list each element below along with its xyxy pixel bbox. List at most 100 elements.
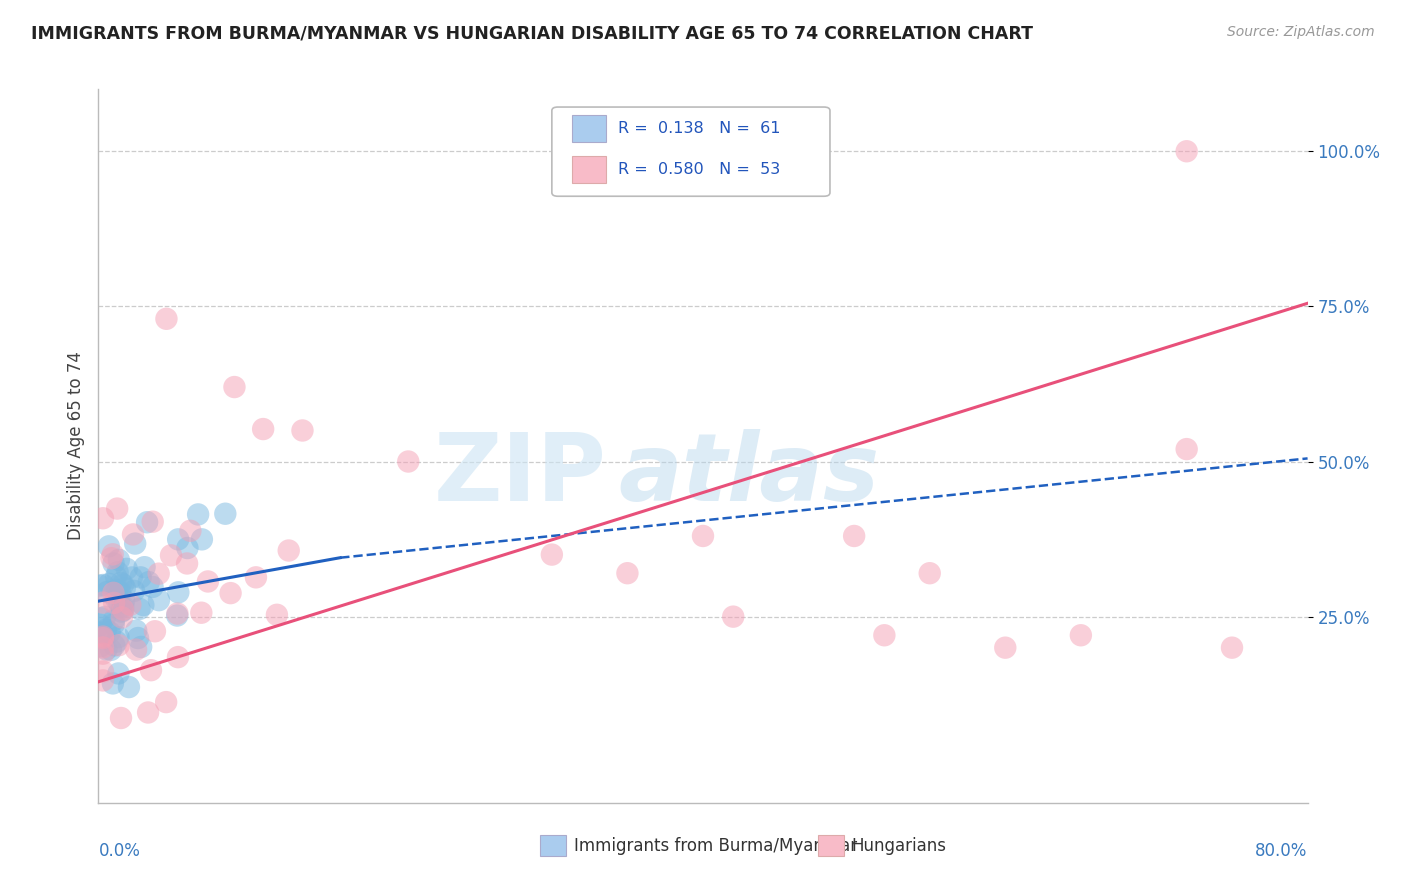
Point <box>105 501 128 516</box>
Point <box>142 515 165 529</box>
Point <box>91 578 114 592</box>
Point <box>994 640 1017 655</box>
Text: IMMIGRANTS FROM BURMA/MYANMAR VS HUNGARIAN DISABILITY AGE 65 TO 74 CORRELATION C: IMMIGRANTS FROM BURMA/MYANMAR VS HUNGARI… <box>31 25 1033 43</box>
FancyBboxPatch shape <box>818 835 845 856</box>
FancyBboxPatch shape <box>572 115 606 142</box>
Point <box>90 625 112 640</box>
Point <box>197 574 219 589</box>
Point <box>219 586 242 600</box>
Point <box>143 624 166 639</box>
Point <box>176 557 198 571</box>
Point <box>291 424 314 438</box>
Text: R =  0.138   N =  61: R = 0.138 N = 61 <box>619 120 780 136</box>
Point <box>112 593 135 607</box>
Point <box>127 631 149 645</box>
Point <box>540 548 562 562</box>
Point <box>132 598 155 612</box>
Point <box>1175 145 1198 159</box>
Point <box>136 515 159 529</box>
Point <box>129 640 152 654</box>
Point <box>97 539 120 553</box>
Point <box>98 625 121 640</box>
Point <box>103 557 125 571</box>
Point <box>155 695 177 709</box>
Point <box>1070 628 1092 642</box>
Point <box>112 599 135 614</box>
FancyBboxPatch shape <box>540 835 567 856</box>
Point <box>129 570 152 584</box>
Point <box>105 634 128 648</box>
Point <box>245 570 267 584</box>
Point <box>120 598 142 612</box>
Point <box>108 553 131 567</box>
Point <box>1175 442 1198 456</box>
Point <box>190 606 212 620</box>
Point <box>138 575 160 590</box>
Point <box>100 551 122 566</box>
Point <box>100 643 122 657</box>
Point <box>91 511 114 525</box>
Point <box>103 638 125 652</box>
Point <box>110 711 132 725</box>
Point <box>142 580 165 594</box>
Point <box>89 579 111 593</box>
Point <box>108 585 131 599</box>
Point <box>148 593 170 607</box>
Point <box>105 569 128 583</box>
Point <box>91 631 114 645</box>
Point <box>108 596 131 610</box>
Point <box>125 624 148 638</box>
Point <box>107 638 129 652</box>
Point <box>277 543 299 558</box>
Point <box>136 706 159 720</box>
Point <box>155 311 177 326</box>
Point <box>94 623 117 637</box>
FancyBboxPatch shape <box>572 156 606 183</box>
Point <box>111 610 134 624</box>
Point <box>91 630 114 644</box>
Point <box>167 533 190 547</box>
Point <box>90 639 112 653</box>
Point <box>91 596 114 610</box>
Point <box>103 596 125 610</box>
Point <box>91 665 114 679</box>
Point <box>128 602 150 616</box>
Point <box>873 628 896 642</box>
Text: atlas: atlas <box>619 428 880 521</box>
Point <box>252 422 274 436</box>
FancyBboxPatch shape <box>551 107 830 196</box>
Point <box>107 630 129 644</box>
Point <box>176 541 198 555</box>
Point <box>844 529 866 543</box>
Point <box>101 676 124 690</box>
Point <box>139 663 162 677</box>
Point <box>191 533 214 547</box>
Text: Source: ZipAtlas.com: Source: ZipAtlas.com <box>1227 25 1375 39</box>
Point <box>98 577 121 591</box>
Point <box>101 547 124 561</box>
Point <box>266 607 288 622</box>
Point <box>110 599 132 614</box>
Point <box>396 454 419 468</box>
Point <box>103 586 125 600</box>
Point <box>110 605 132 619</box>
Point <box>118 680 141 694</box>
Point <box>122 527 145 541</box>
Point <box>692 529 714 543</box>
Point <box>122 583 145 598</box>
Point <box>187 508 209 522</box>
Point <box>115 562 138 576</box>
Text: R =  0.580   N =  53: R = 0.580 N = 53 <box>619 161 780 177</box>
Point <box>105 592 128 607</box>
Text: ZIP: ZIP <box>433 428 606 521</box>
Point <box>94 610 117 624</box>
Point <box>91 647 114 661</box>
Point <box>179 524 201 538</box>
Point <box>107 566 129 580</box>
Point <box>134 560 156 574</box>
Point <box>167 585 190 599</box>
Text: Immigrants from Burma/Myanmar: Immigrants from Burma/Myanmar <box>574 837 856 855</box>
Point <box>107 666 129 681</box>
Point <box>103 613 125 627</box>
Text: 0.0%: 0.0% <box>98 842 141 860</box>
